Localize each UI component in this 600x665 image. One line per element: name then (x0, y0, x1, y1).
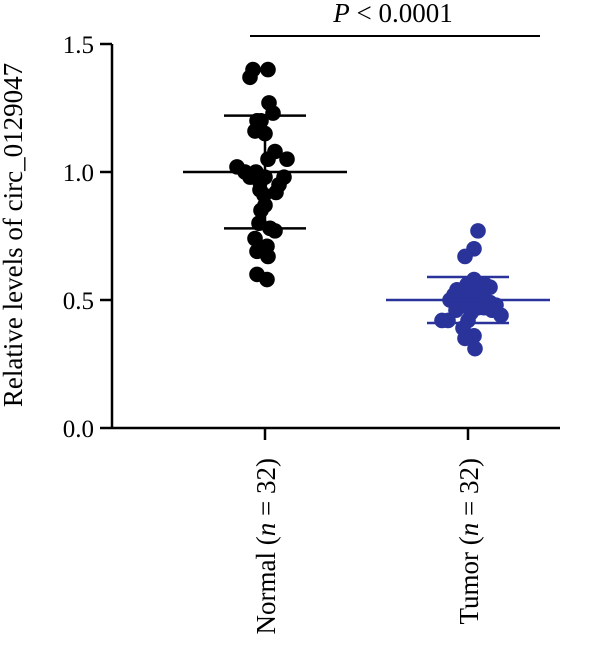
data-point (260, 61, 276, 78)
y-tick-label: 0.0 (63, 416, 94, 443)
data-point (247, 230, 263, 247)
axes (110, 44, 560, 430)
y-ticks: 0.0 0.5 1.0 1.5 (63, 32, 112, 443)
y-axis-title: Relative levels of circ_0129047 (0, 63, 28, 407)
data-point (260, 248, 276, 265)
y-tick-label: 1.5 (63, 32, 94, 59)
p-value-label: P < 0.0001 (332, 0, 452, 28)
group-normal (183, 61, 347, 288)
data-point (457, 330, 473, 347)
data-point (457, 248, 473, 265)
y-tick-label: 1.0 (63, 160, 94, 187)
category-label: Tumor (n = 32) (454, 458, 484, 625)
data-point (493, 307, 509, 324)
data-point (279, 151, 295, 167)
data-point (470, 223, 486, 239)
y-tick-label: 0.5 (63, 288, 94, 315)
category-label: Normal (n = 32) (251, 458, 281, 634)
groups (183, 61, 550, 357)
data-point (260, 151, 276, 167)
data-point (268, 184, 284, 201)
data-point (267, 223, 283, 239)
x-ticks: Normal (n = 32) Tumor (n = 32) (251, 428, 484, 634)
data-point (259, 271, 275, 288)
data-point (242, 69, 258, 86)
data-point (467, 340, 483, 357)
significance-annotation: P < 0.0001 (250, 0, 540, 37)
data-point (265, 105, 281, 121)
data-point (434, 312, 450, 329)
group-tumor (386, 223, 550, 357)
